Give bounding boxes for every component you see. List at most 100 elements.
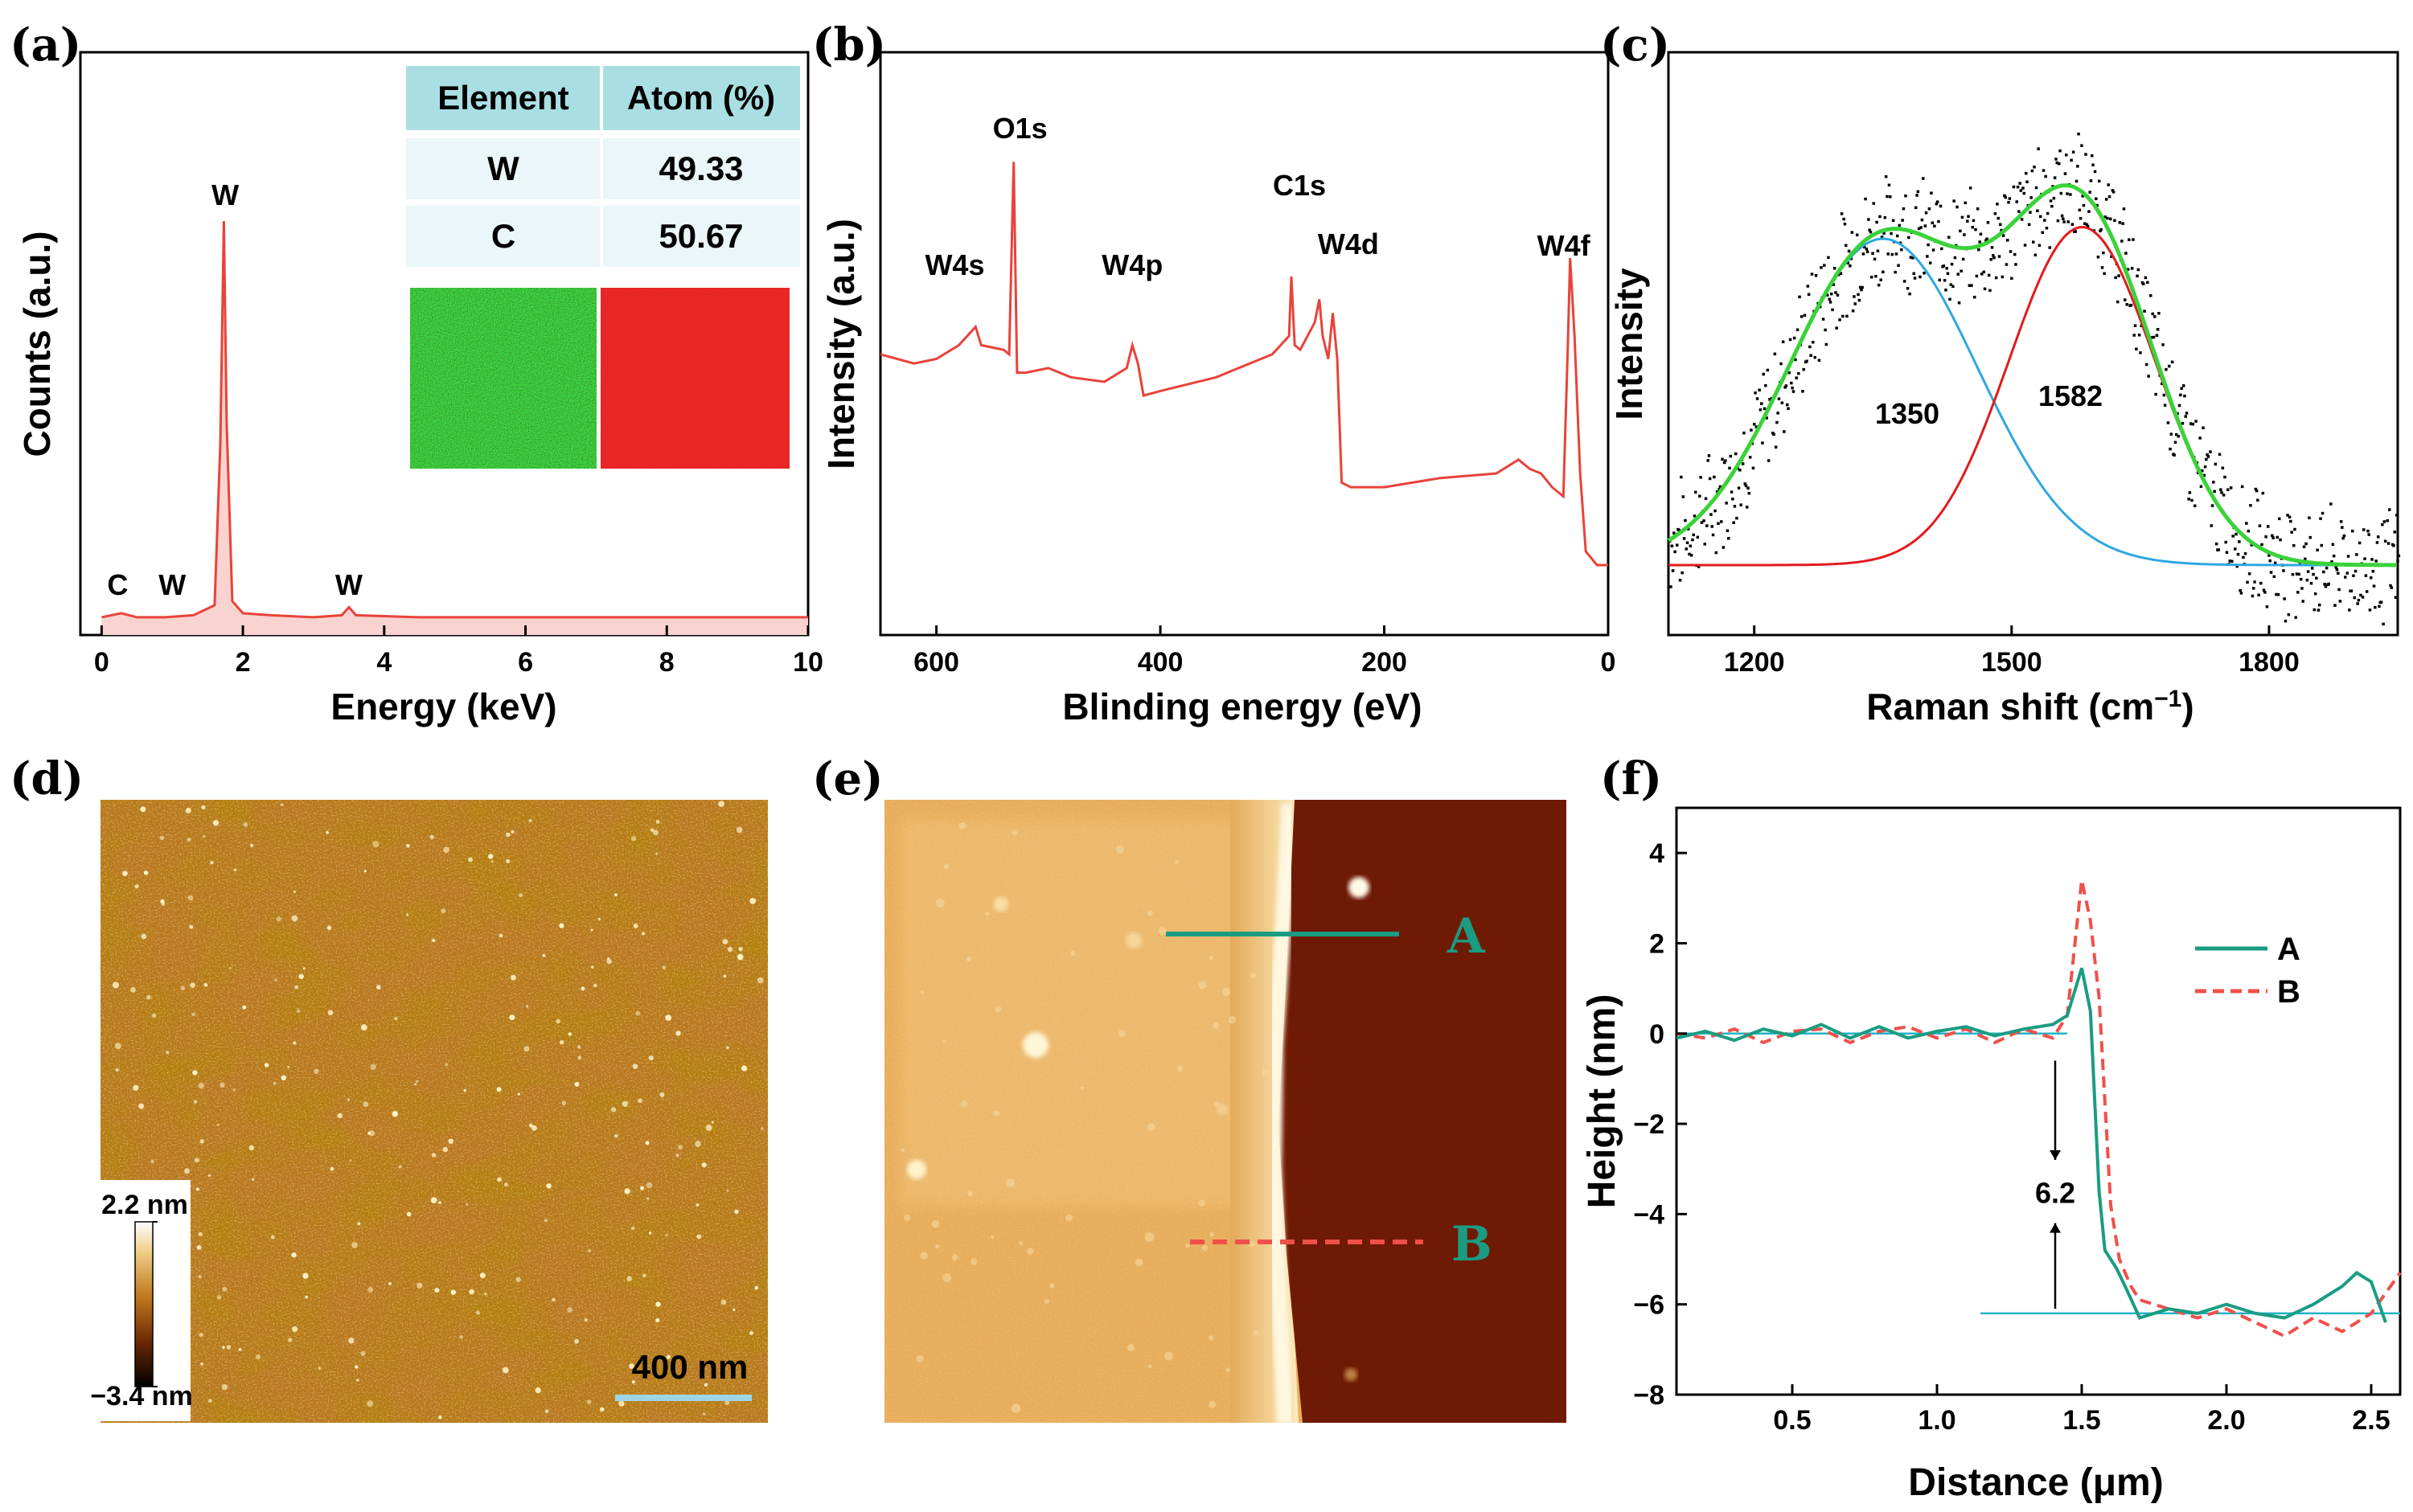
afm-step-lower — [1278, 800, 1566, 1423]
raman-point — [2116, 300, 2120, 304]
raman-point — [1880, 236, 1884, 239]
raman-point — [1912, 272, 1915, 276]
raman-point — [1846, 261, 1849, 264]
afm-particle — [445, 1063, 449, 1067]
afm-particle — [115, 1067, 119, 1072]
raman-point — [2066, 192, 2069, 195]
raman-point — [1908, 292, 1911, 296]
panel-label-d: (d) — [10, 752, 84, 805]
raman-point — [1805, 359, 1808, 363]
raman-point — [1802, 367, 1805, 371]
afm-particle — [138, 1103, 145, 1109]
afm-feature — [1348, 877, 1369, 898]
raman-point — [1703, 543, 1706, 546]
raman-point — [1898, 223, 1901, 227]
afm-particle — [761, 1127, 764, 1130]
afm-feature-dot — [1185, 1243, 1190, 1248]
raman-point — [1978, 240, 1981, 244]
raman-point — [2111, 189, 2115, 192]
raman-point — [2219, 488, 2222, 491]
raman-point — [1933, 224, 1936, 227]
raman-point — [2339, 520, 2343, 523]
raman-point — [1900, 248, 1903, 252]
afm-particle — [208, 1399, 212, 1403]
afm-particle — [733, 1308, 736, 1312]
raman-point — [2085, 223, 2089, 227]
raman-point — [1693, 514, 1697, 518]
raman-point — [1856, 233, 1859, 236]
raman-point — [1901, 219, 1904, 222]
x-axis-label-c: Raman shift (cm−1) — [1866, 686, 2193, 728]
afm-particle — [646, 1197, 650, 1200]
raman-point — [1959, 229, 1962, 233]
raman-point — [1710, 525, 1713, 528]
raman-point — [1734, 452, 1738, 456]
raman-point — [2221, 466, 2225, 469]
raman-point — [2250, 543, 2253, 547]
raman-point — [2353, 596, 2356, 600]
afm-particle — [614, 893, 618, 897]
afm-feature-dot — [942, 1039, 946, 1043]
raman-point — [1902, 207, 1906, 211]
peak-label: W4p — [1102, 248, 1163, 281]
raman-point — [2203, 465, 2207, 469]
raman-point — [2300, 587, 2304, 590]
raman-point — [1729, 454, 1732, 458]
y-tick-label: 2 — [1649, 928, 1664, 959]
raman-point — [2136, 274, 2139, 278]
raman-point — [1792, 336, 1796, 340]
raman-point — [1744, 484, 1748, 488]
afm-particle — [302, 967, 306, 970]
raman-point — [1951, 285, 1955, 289]
raman-point — [2046, 211, 2050, 215]
afm-particle — [630, 836, 637, 842]
reference-lines-f — [1676, 1032, 2400, 1315]
afm-particle — [587, 1399, 592, 1404]
raman-point — [2144, 276, 2148, 280]
raman-point — [1904, 194, 1907, 198]
afm-particle — [632, 1063, 638, 1069]
raman-point — [2293, 527, 2296, 531]
raman-point — [1989, 258, 1992, 261]
colorbar-gradient — [134, 1221, 154, 1387]
raman-point — [2332, 554, 2336, 558]
afm-particle — [221, 1384, 228, 1391]
raman-point — [2257, 593, 2260, 596]
raman-point — [1722, 461, 1726, 465]
afm-particle — [216, 1295, 222, 1300]
raman-point — [1874, 275, 1877, 278]
afm-feature-dot — [943, 863, 950, 870]
panel-c-raman: 1200 1500 1800 1350 1582 Raman shift (cm−1… — [1608, 51, 2401, 728]
x-tick-label: 2.0 — [2207, 1405, 2245, 1436]
raman-point — [2324, 584, 2328, 588]
raman-point — [2356, 602, 2359, 605]
raman-point — [2185, 412, 2189, 415]
afm-particle — [348, 1338, 355, 1344]
afm-particle — [720, 1299, 727, 1305]
afm-feature-dot — [935, 1244, 940, 1249]
raman-point — [2239, 592, 2243, 595]
afm-particle — [298, 973, 304, 980]
raman-point — [2235, 564, 2239, 568]
afm-particle — [546, 1183, 552, 1189]
raman-point — [1817, 359, 1821, 362]
afm-particle — [203, 834, 206, 838]
raman-point — [2271, 536, 2275, 539]
afm-feature-dot — [1012, 830, 1018, 836]
afm-particle — [196, 1245, 202, 1250]
raman-point — [1794, 358, 1797, 362]
raman-point — [2139, 351, 2142, 354]
raman-point — [2331, 543, 2335, 546]
raman-point — [1922, 177, 1925, 180]
afm-particle — [749, 1331, 753, 1335]
raman-point — [2052, 196, 2056, 200]
raman-point — [2348, 608, 2351, 612]
raman-point — [1672, 531, 1676, 535]
afm-particle — [574, 1081, 580, 1087]
raman-point — [1742, 431, 1746, 435]
raman-point — [1791, 390, 1795, 393]
raman-point — [1775, 420, 1779, 424]
afm-particle — [695, 1141, 701, 1147]
legend-b-label: B — [2277, 974, 2300, 1010]
raman-point — [2278, 517, 2281, 521]
